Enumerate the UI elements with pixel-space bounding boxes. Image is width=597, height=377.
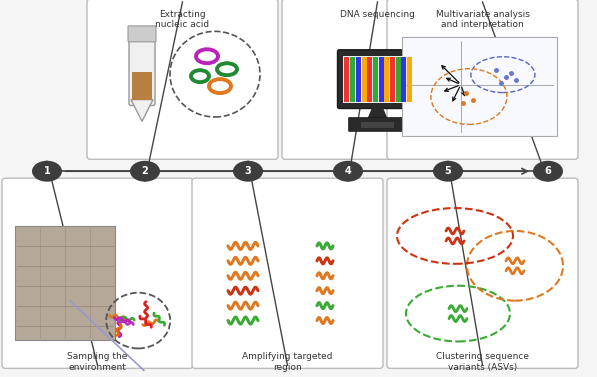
FancyBboxPatch shape [337,50,417,109]
FancyBboxPatch shape [387,178,578,368]
Text: 2: 2 [141,166,149,176]
Bar [384,57,389,101]
FancyBboxPatch shape [2,178,193,368]
Bar [373,57,378,101]
FancyBboxPatch shape [349,118,407,132]
Text: Clustering sequence
variants (ASVs): Clustering sequence variants (ASVs) [436,352,529,372]
Ellipse shape [32,161,62,182]
Text: Multivariate analysis
and interpretation: Multivariate analysis and interpretation [436,10,530,29]
Polygon shape [131,100,153,121]
Bar [356,57,361,101]
Ellipse shape [233,161,263,182]
Text: DNA sequencing: DNA sequencing [340,10,415,19]
Bar [15,226,115,340]
Text: 1: 1 [44,166,50,176]
FancyBboxPatch shape [282,0,473,159]
Bar [362,57,367,101]
FancyBboxPatch shape [361,122,394,128]
Text: 6: 6 [544,166,552,176]
Text: 3: 3 [245,166,251,176]
FancyBboxPatch shape [128,26,156,42]
Text: Extracting
nucleic acid: Extracting nucleic acid [155,10,210,29]
Ellipse shape [433,161,463,182]
Bar [378,57,384,101]
Ellipse shape [533,161,563,182]
Bar [390,57,395,101]
Polygon shape [368,107,387,118]
Bar [402,57,407,101]
Ellipse shape [130,161,160,182]
Bar [367,57,373,101]
Text: 4: 4 [344,166,352,176]
Bar [402,37,557,136]
Bar [343,56,411,103]
FancyBboxPatch shape [387,0,578,159]
Bar [350,57,355,101]
Text: Sampling the
environment: Sampling the environment [67,352,128,372]
Bar [344,57,349,101]
Text: 5: 5 [445,166,451,176]
Bar [407,57,412,101]
FancyBboxPatch shape [87,0,278,159]
Text: Amplifying targeted
region: Amplifying targeted region [242,352,333,372]
FancyBboxPatch shape [129,37,155,106]
FancyBboxPatch shape [192,178,383,368]
Ellipse shape [333,161,363,182]
Bar [132,72,152,100]
Bar [396,57,401,101]
